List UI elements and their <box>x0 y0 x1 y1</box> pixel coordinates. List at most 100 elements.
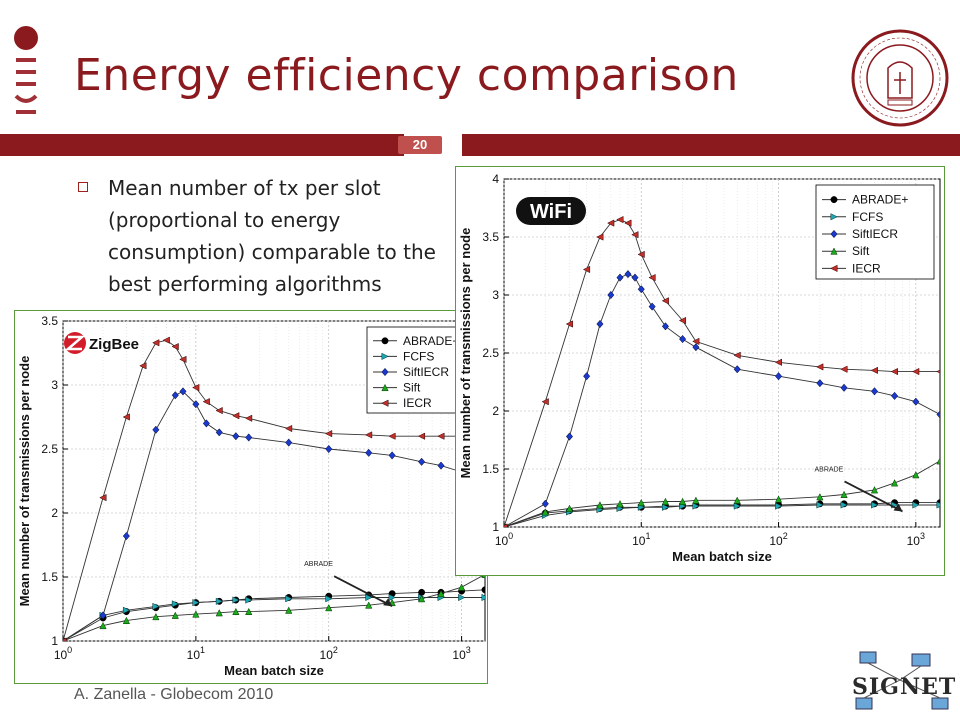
data-point <box>596 319 604 329</box>
y-tick-label: 1.5 <box>482 462 499 476</box>
data-point <box>388 432 396 440</box>
data-point <box>912 471 920 479</box>
data-point <box>152 339 160 347</box>
data-point <box>692 502 700 510</box>
data-point <box>774 358 783 366</box>
data-point <box>285 595 293 603</box>
data-point <box>245 596 253 604</box>
data-point <box>840 490 848 498</box>
data-point <box>596 233 604 241</box>
data-point <box>890 479 899 487</box>
data-point <box>245 607 253 616</box>
unipd-mark-icon <box>14 26 38 114</box>
data-point <box>616 215 624 224</box>
y-tick-label: 3 <box>492 288 499 302</box>
series-SiftIECR <box>504 270 940 527</box>
data-point <box>774 495 783 503</box>
data-point <box>232 596 240 604</box>
data-point <box>912 501 920 509</box>
data-point <box>437 461 445 470</box>
annotation-arrowhead <box>383 598 393 607</box>
legend-marker <box>381 367 389 377</box>
data-point <box>162 336 170 344</box>
data-point <box>678 497 687 505</box>
data-point <box>565 432 574 441</box>
data-point <box>816 379 824 388</box>
bullet-marker-icon <box>78 182 88 192</box>
series-FCFS <box>504 501 940 527</box>
wifi-chart-svg: 1 1.5 2 2.5 3 3.5 4 100 101 102 103 Mean batch size… <box>458 172 941 564</box>
y-tick-label: 3 <box>51 378 58 392</box>
data-point <box>840 365 848 373</box>
data-point <box>437 589 445 598</box>
data-point <box>936 369 940 374</box>
signet-logo-text: SIGNET <box>852 674 957 700</box>
data-point <box>504 523 508 527</box>
data-point <box>192 400 200 409</box>
legend-marker <box>830 196 838 204</box>
data-point <box>565 504 574 512</box>
data-point <box>232 432 240 441</box>
university-seal-icon <box>851 29 949 127</box>
data-point <box>936 410 940 419</box>
legend-label: ABRADE+ <box>852 193 908 207</box>
data-point <box>284 424 293 433</box>
data-point <box>637 250 645 259</box>
y-tick-label: 3.5 <box>41 314 58 328</box>
data-point <box>637 285 645 294</box>
y-axis-label: Mean number of transmissions per node <box>17 356 32 607</box>
data-point <box>365 448 373 457</box>
legend-marker <box>381 337 389 345</box>
x-tick-label: 100 <box>54 645 72 662</box>
data-point <box>458 593 466 602</box>
legend-label: SiftIECR <box>403 365 449 379</box>
annotation-label: ABRADE <box>304 561 333 568</box>
y-tick-label: 1.5 <box>41 570 58 584</box>
data-point <box>232 412 240 420</box>
data-point <box>582 265 591 274</box>
signet-logo-icon <box>855 651 949 710</box>
data-point <box>99 494 107 502</box>
data-point <box>417 432 426 440</box>
legend-label: ABRADE+ <box>403 334 459 348</box>
data-point <box>481 593 485 602</box>
data-point <box>122 616 130 624</box>
legend-marker <box>830 213 838 221</box>
series-IECR <box>504 215 940 527</box>
slide-number: 20 <box>398 136 442 154</box>
legend-label: Sift <box>403 381 421 395</box>
data-point <box>870 387 879 396</box>
y-tick-label: 1 <box>492 520 499 534</box>
data-point <box>215 597 224 605</box>
data-point <box>202 398 210 406</box>
data-point <box>171 391 179 400</box>
data-point <box>840 501 848 509</box>
data-point <box>244 414 253 422</box>
wifi-logo-text: WiFi <box>530 201 572 223</box>
data-point <box>99 611 107 620</box>
footer-text: A. Zanella - Globecom 2010 <box>74 686 274 703</box>
data-point <box>871 501 879 509</box>
data-point <box>816 501 824 509</box>
data-point <box>648 273 656 282</box>
data-point <box>171 600 180 608</box>
grid <box>62 320 485 642</box>
data-point <box>583 372 591 381</box>
data-point <box>152 612 160 621</box>
data-point <box>99 621 107 630</box>
data-point <box>139 362 147 370</box>
data-point <box>912 397 920 406</box>
data-point <box>63 637 67 641</box>
bullet-text: Mean number of tx per slot (proportional… <box>108 176 436 296</box>
legend-label: SiftIECR <box>852 227 898 241</box>
data-point <box>122 531 130 541</box>
legend-marker <box>381 352 389 361</box>
x-tick-label: 102 <box>320 645 338 662</box>
x-tick-label: 101 <box>187 645 205 662</box>
data-point <box>418 457 426 466</box>
data-point <box>437 432 445 440</box>
data-point <box>733 502 741 510</box>
data-point <box>661 497 670 505</box>
header-bar-left <box>0 134 404 156</box>
